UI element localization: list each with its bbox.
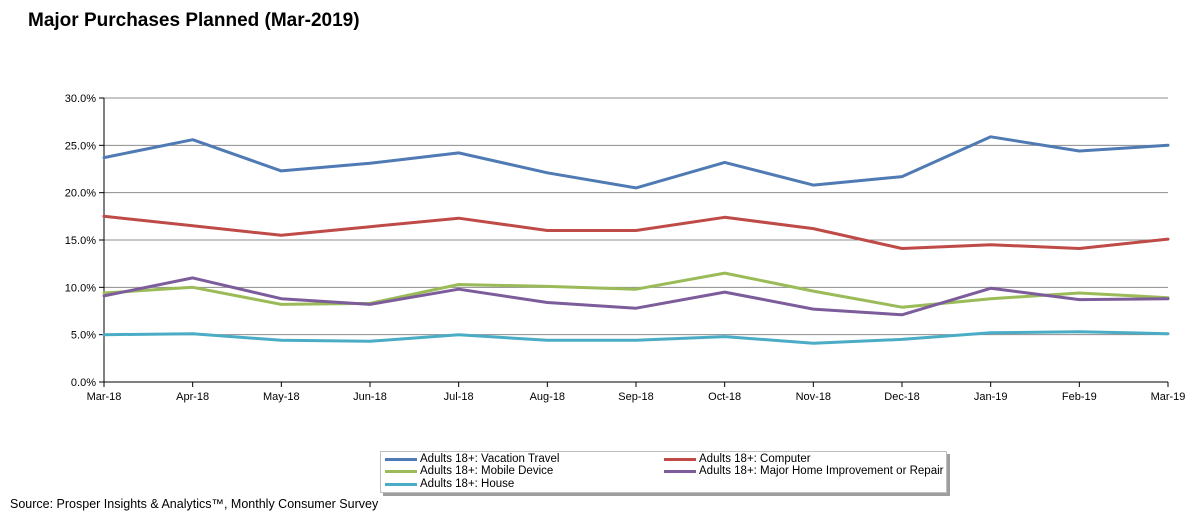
- gridlines: [99, 97, 1169, 387]
- y-tick-label: 15.0%: [65, 235, 96, 247]
- x-tick-label: Feb-19: [1062, 391, 1097, 403]
- legend-swatch-house: [385, 482, 417, 486]
- series-line-2: [102, 271, 1170, 309]
- legend-swatch-home-improvement: [664, 469, 696, 473]
- x-tick-label: Dec-18: [884, 391, 919, 403]
- legend-item-home-improvement: Adults 18+: Major Home Improvement or Re…: [664, 465, 943, 477]
- y-tick-label: 0.0%: [71, 377, 96, 389]
- legend-label-mobile-device: Adults 18+: Mobile Device: [420, 465, 554, 477]
- legend-swatch-mobile-device: [385, 469, 417, 473]
- x-tick-label: Mar-19: [1151, 391, 1186, 403]
- legend-label-vacation-travel: Adults 18+: Vacation Travel: [420, 453, 560, 465]
- legend-item-mobile-device: Adults 18+: Mobile Device: [385, 465, 553, 477]
- x-tick-label: Mar-18: [87, 391, 122, 403]
- y-tick-label: 30.0%: [65, 93, 96, 105]
- x-tick-label: Jul-18: [444, 391, 474, 403]
- legend: Adults 18+: Vacation Travel Adults 18+: …: [380, 451, 947, 493]
- chart-title: Major Purchases Planned (Mar-2019): [28, 10, 360, 31]
- series-line-4: [102, 330, 1170, 345]
- legend-item-computer: Adults 18+: Computer: [664, 453, 811, 465]
- x-tick-label: Sep-18: [618, 391, 653, 403]
- legend-swatch-vacation-travel: [385, 457, 417, 461]
- legend-swatch-computer: [664, 457, 696, 461]
- x-tick-label: Apr-18: [176, 391, 209, 403]
- x-tick-label: Nov-18: [796, 391, 831, 403]
- legend-item-house: Adults 18+: House: [385, 478, 514, 490]
- legend-label-computer: Adults 18+: Computer: [699, 453, 811, 465]
- y-tick-label: 5.0%: [71, 330, 96, 342]
- legend-label-home-improvement: Adults 18+: Major Home Improvement or Re…: [699, 465, 944, 477]
- x-tick-label: Aug-18: [530, 391, 565, 403]
- x-tick-label: Oct-18: [708, 391, 741, 403]
- x-axis-ticks: Mar-18 Apr-18 May-18 Jun-18 Jul-18 Aug-18 Sep-…: [87, 391, 1186, 403]
- series-line-1: [102, 214, 1170, 250]
- source-note: Source: Prosper Insights & Analytics™, M…: [10, 497, 379, 511]
- series-lines: [102, 135, 1170, 345]
- series-line-3: [102, 276, 1170, 317]
- x-tick-label: May-18: [263, 391, 300, 403]
- y-tick-label: 25.0%: [65, 140, 96, 152]
- y-axis-ticks: 0.0% 5.0% 10.0% 15.0% 20.0% 25.0% 30.0%: [65, 93, 96, 389]
- legend-item-vacation-travel: Adults 18+: Vacation Travel: [385, 453, 559, 465]
- y-tick-label: 10.0%: [65, 282, 96, 294]
- series-line-0: [102, 135, 1170, 190]
- x-tick-label: Jun-18: [353, 391, 387, 403]
- x-tick-label: Jan-19: [974, 391, 1008, 403]
- y-tick-label: 20.0%: [65, 188, 96, 200]
- legend-label-house: Adults 18+: House: [420, 478, 515, 490]
